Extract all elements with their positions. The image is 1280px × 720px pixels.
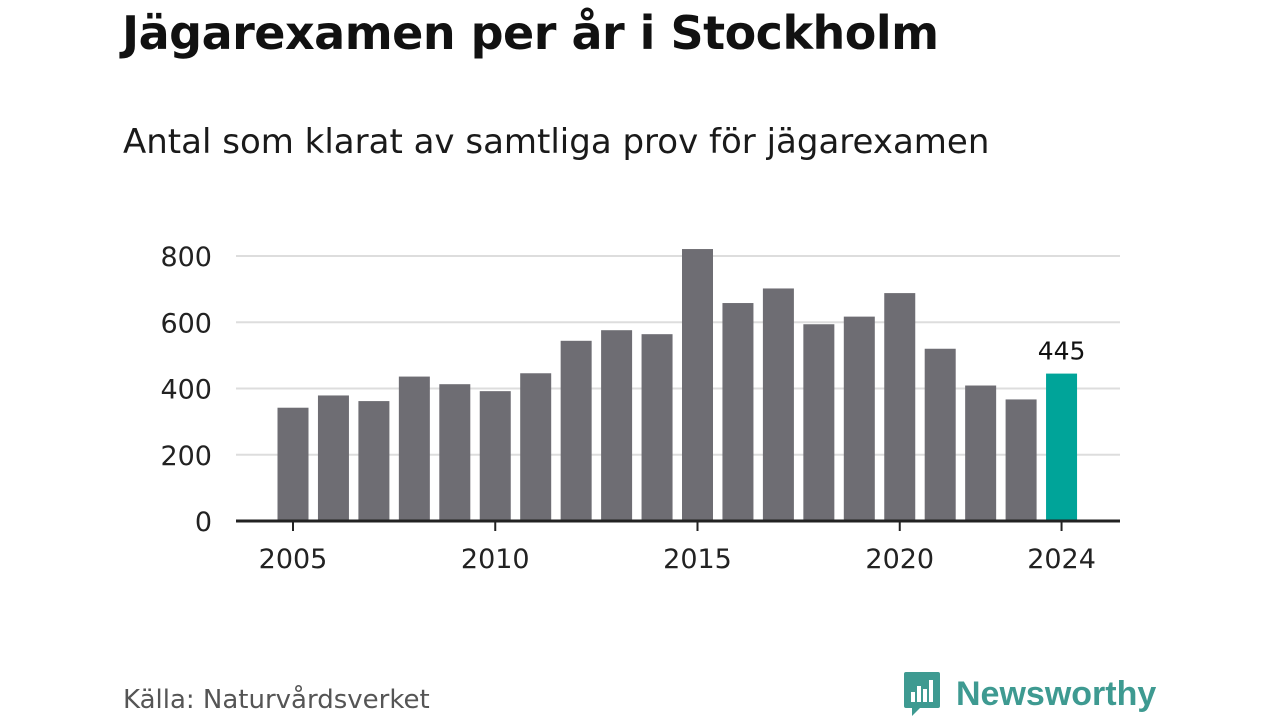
bar-2019	[843, 316, 875, 521]
x-tick-label-2020: 2020	[865, 544, 934, 575]
y-tick-label-600: 600	[160, 308, 212, 339]
bar-2018	[803, 324, 835, 521]
x-tick-label-2024: 2024	[1027, 544, 1096, 575]
bar-2015	[682, 249, 713, 521]
y-tick-label-800: 800	[160, 242, 212, 273]
bar-2008	[398, 376, 430, 521]
bar-2021	[924, 348, 956, 521]
x-tick-label-2015: 2015	[663, 544, 732, 575]
y-tick-label-0: 0	[195, 507, 212, 538]
data-label-2024: 445	[1038, 337, 1086, 366]
bar-2023	[1005, 399, 1037, 521]
axes	[236, 519, 1120, 531]
bar-2010	[479, 391, 511, 521]
brand-logo: Newsworthy	[902, 670, 1156, 718]
chart-title: Jägarexamen per år i Stockholm	[122, 6, 939, 60]
bar-2020	[884, 293, 916, 521]
bar-2006	[317, 395, 349, 521]
x-tick-label-2005: 2005	[259, 544, 328, 575]
bar-2012	[560, 340, 592, 521]
bar-2024	[1046, 373, 1078, 521]
bar-2016	[722, 303, 754, 521]
x-tick-label-2010: 2010	[461, 544, 530, 575]
labels: 0 200 400 600 800 445 2005 2010 2015 2020 2024	[160, 242, 1095, 575]
bar-2022	[965, 385, 997, 521]
newsworthy-logo-icon	[904, 672, 940, 716]
bar-2011	[520, 373, 552, 521]
y-tick-label-200: 200	[160, 441, 212, 472]
bars	[277, 249, 1078, 521]
source-note: Källa: Naturvårdsverket	[123, 685, 430, 715]
bar-2013	[601, 330, 633, 521]
bar-2009	[439, 384, 471, 521]
bar-2017	[762, 288, 794, 521]
bar-2014	[641, 334, 673, 521]
bar-2007	[358, 401, 390, 521]
y-tick-label-400: 400	[160, 375, 212, 406]
bar-2005	[277, 407, 309, 521]
brand-name: Newsworthy	[956, 674, 1157, 713]
chart-subtitle: Antal som klarat av samtliga prov för jä…	[123, 122, 990, 162]
